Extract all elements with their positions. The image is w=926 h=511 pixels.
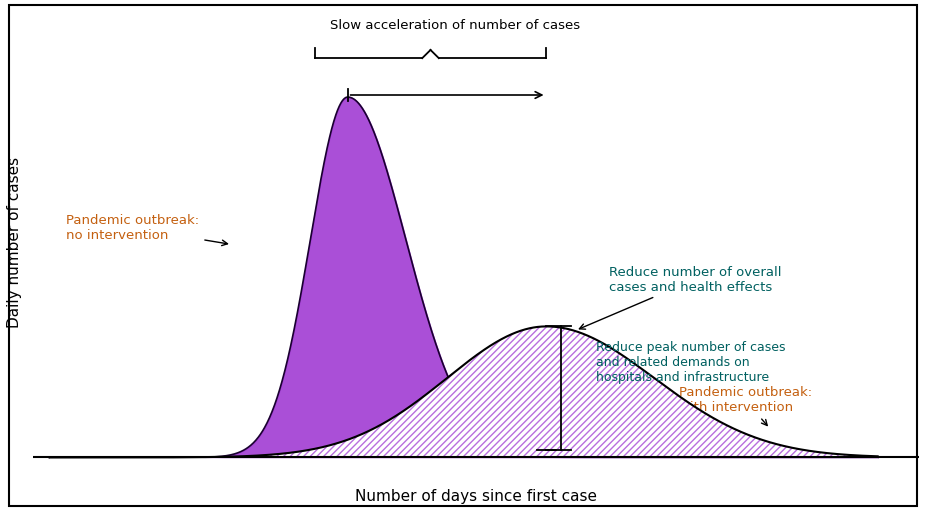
Text: Reduce number of overall
cases and health effects: Reduce number of overall cases and healt… — [580, 266, 781, 329]
X-axis label: Number of days since first case: Number of days since first case — [355, 489, 597, 504]
Y-axis label: Daily number of cases: Daily number of cases — [6, 157, 22, 328]
Text: Slow acceleration of number of cases: Slow acceleration of number of cases — [331, 18, 581, 32]
Text: Pandemic outbreak:
no intervention: Pandemic outbreak: no intervention — [66, 214, 228, 246]
Text: Pandemic outbreak:
with intervention: Pandemic outbreak: with intervention — [679, 386, 812, 426]
Text: Reduce peak number of cases
and related demands on
hospitals and infrastructure: Reduce peak number of cases and related … — [596, 341, 785, 384]
